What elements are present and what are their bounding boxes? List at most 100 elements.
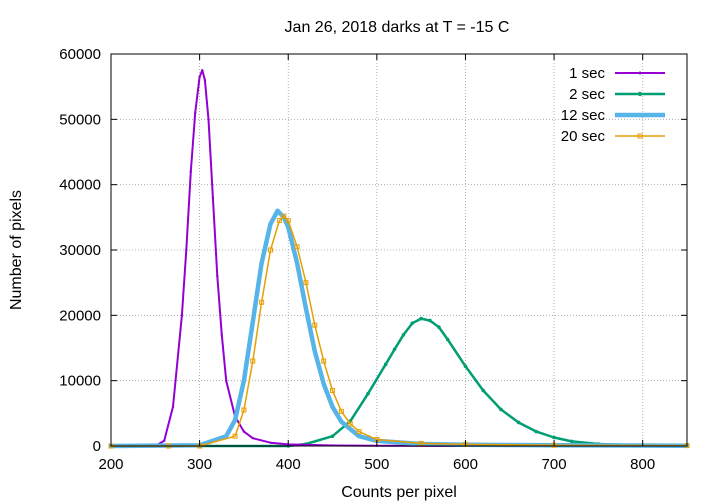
data-point xyxy=(322,382,325,386)
legend: 1 sec 2 sec 12 sec 20 sec xyxy=(561,65,665,145)
series-line-20-sec xyxy=(110,215,688,447)
data-point xyxy=(220,333,223,337)
data-point xyxy=(281,213,287,219)
data-point xyxy=(225,379,228,382)
x-tick-label: 800 xyxy=(630,456,655,473)
data-point xyxy=(171,405,175,408)
data-point xyxy=(401,333,406,337)
data-point xyxy=(251,436,254,440)
legend-marker xyxy=(638,113,642,117)
data-point xyxy=(211,196,215,199)
data-point xyxy=(366,391,370,396)
data-point xyxy=(463,364,468,369)
data-point xyxy=(418,440,424,446)
y-tick-label: 30000 xyxy=(59,242,101,259)
data-point xyxy=(260,261,263,265)
legend-marker xyxy=(637,133,643,139)
chart-title: Jan 26, 2018 darks at T = -15 C xyxy=(285,19,510,36)
data-point xyxy=(313,350,317,353)
x-tick-label: 300 xyxy=(187,456,212,473)
data-point xyxy=(276,218,282,224)
data-point xyxy=(185,248,188,252)
y-axis-title: Number of pixels xyxy=(8,190,25,310)
data-point xyxy=(201,69,204,72)
data-point xyxy=(445,337,450,342)
y-tick-label: 10000 xyxy=(59,373,101,390)
x-tick-label: 700 xyxy=(542,456,567,473)
data-point xyxy=(338,408,344,414)
data-point xyxy=(330,387,336,393)
data-point xyxy=(242,430,246,433)
data-point xyxy=(340,420,343,424)
data-point xyxy=(570,439,574,444)
data-point xyxy=(295,261,299,265)
data-point xyxy=(552,435,556,440)
data-point xyxy=(428,318,432,323)
data-point xyxy=(207,118,210,121)
legend-marker xyxy=(638,71,642,75)
data-point xyxy=(347,421,353,427)
data-point xyxy=(419,316,423,321)
series-layer xyxy=(108,69,690,449)
data-point xyxy=(383,362,388,367)
data-point xyxy=(516,420,521,425)
data-point xyxy=(225,435,228,438)
data-point xyxy=(232,433,238,439)
data-point xyxy=(276,209,279,212)
data-point xyxy=(259,299,265,305)
x-tick-label: 200 xyxy=(98,456,123,473)
data-point xyxy=(241,407,247,413)
data-point xyxy=(357,435,361,438)
data-point xyxy=(189,170,192,173)
data-point xyxy=(285,218,291,224)
data-point xyxy=(481,388,485,393)
data-point xyxy=(356,429,362,435)
x-tick-label: 500 xyxy=(364,456,389,473)
data-point xyxy=(294,244,300,250)
y-tick-label: 40000 xyxy=(59,177,101,194)
data-point xyxy=(193,111,197,115)
legend-marker xyxy=(637,91,643,97)
data-point xyxy=(330,434,335,439)
legend-label: 20 sec xyxy=(561,128,606,145)
grid xyxy=(111,53,687,446)
x-axis-title: Counts per pixel xyxy=(341,484,457,501)
data-point xyxy=(312,322,318,328)
legend-item-1-sec: 1 sec xyxy=(569,65,665,82)
data-point xyxy=(242,379,246,382)
legend-item-12-sec: 12 sec xyxy=(561,107,665,124)
data-point xyxy=(198,75,201,79)
y-tick-label: 20000 xyxy=(59,307,101,324)
data-point xyxy=(303,280,309,286)
data-point xyxy=(410,321,415,325)
y-tick-label: 50000 xyxy=(59,111,101,128)
data-point xyxy=(304,307,308,310)
legend-item-2-sec: 2 sec xyxy=(569,86,665,103)
legend-label: 2 sec xyxy=(569,86,605,103)
data-point xyxy=(331,405,334,408)
axis-ticks: 200 300 400 500 600 700 800 0 10000 20000 30000 400… xyxy=(59,46,687,473)
data-point xyxy=(216,274,219,278)
data-point xyxy=(269,441,272,444)
data-point xyxy=(251,320,254,324)
data-point xyxy=(269,222,272,226)
data-point xyxy=(203,78,207,82)
data-point xyxy=(534,429,539,434)
x-tick-label: 400 xyxy=(276,456,301,473)
data-point xyxy=(321,358,327,364)
legend-label: 1 sec xyxy=(569,65,605,82)
data-point xyxy=(268,247,274,253)
data-point xyxy=(287,225,290,229)
x-tick-label: 600 xyxy=(453,456,478,473)
data-point xyxy=(392,347,397,352)
y-tick-label: 60000 xyxy=(59,46,101,63)
data-point xyxy=(437,325,441,329)
data-point xyxy=(499,407,503,412)
data-point xyxy=(233,418,237,422)
legend-label: 12 sec xyxy=(561,107,606,124)
data-point xyxy=(250,358,256,364)
data-point xyxy=(162,439,166,442)
y-tick-label: 0 xyxy=(93,438,101,455)
